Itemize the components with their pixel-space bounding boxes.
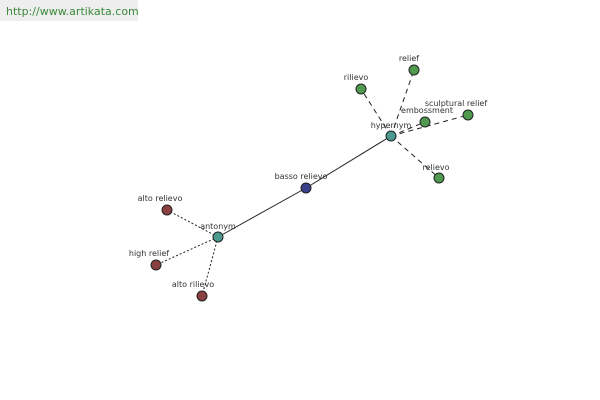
edge [217, 187, 307, 238]
edge [155, 236, 219, 266]
node-label: rilievo [344, 73, 369, 82]
node[interactable] [161, 204, 173, 216]
node-label: relief [399, 54, 419, 63]
node-label: high relief [129, 249, 169, 258]
header-link[interactable]: http://www.artikata.com [6, 5, 139, 18]
edge [390, 121, 426, 137]
node[interactable] [196, 290, 208, 302]
node[interactable] [150, 259, 162, 271]
node-label: alto rilievo [172, 280, 214, 289]
node[interactable] [355, 83, 367, 95]
node[interactable] [462, 109, 474, 121]
node[interactable] [419, 116, 431, 128]
edge [166, 209, 219, 238]
node-label: antonym [200, 222, 236, 231]
edge [390, 69, 415, 137]
node-label: alto relievo [138, 194, 183, 203]
node-label: basso relievo [275, 172, 328, 181]
node[interactable] [433, 172, 445, 184]
node-label: embossment [401, 106, 453, 115]
edge [305, 135, 392, 189]
node-label: hypernym [371, 121, 412, 130]
node[interactable] [212, 231, 224, 243]
nodes [150, 64, 474, 302]
labels: basso relievo hypernym antonym relief ri… [129, 54, 487, 289]
edge [390, 114, 469, 137]
edge [360, 88, 392, 137]
node-label: sculptural relief [425, 99, 488, 108]
header-bg [0, 0, 138, 21]
node[interactable] [408, 64, 420, 76]
edge [390, 135, 440, 179]
edges [155, 69, 469, 297]
node[interactable] [385, 130, 397, 142]
node-label: relievo [422, 163, 449, 172]
node[interactable] [300, 182, 312, 194]
